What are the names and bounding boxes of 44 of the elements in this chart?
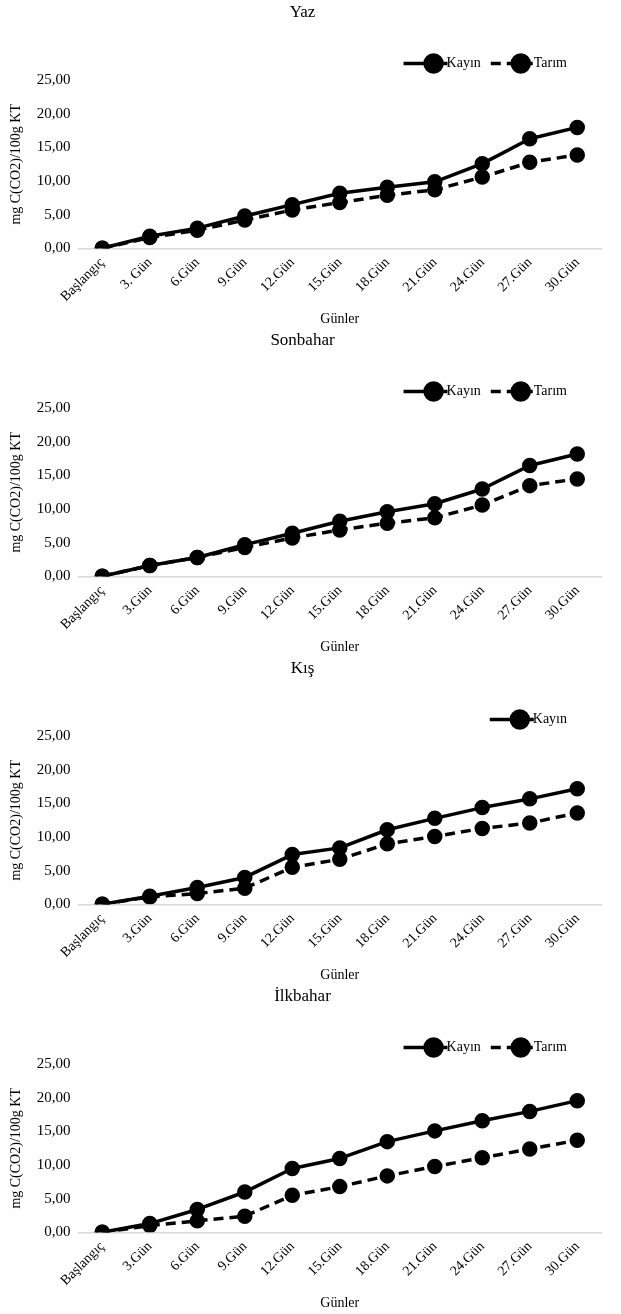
y-tick-label: 25,00 xyxy=(36,71,71,88)
y-tick-label: 20,00 xyxy=(36,104,71,121)
y-tick-label: 15,00 xyxy=(36,1122,71,1139)
y-tick-label: 15,00 xyxy=(36,138,71,155)
x-axis-title: Günler xyxy=(320,311,360,327)
y-tick-label: 25,00 xyxy=(36,1055,71,1072)
y-tick-label: 10,00 xyxy=(36,828,71,845)
y-tick-label: 10,00 xyxy=(36,1156,71,1173)
y-tick-label: 10,00 xyxy=(36,172,71,189)
chart-title: Kış xyxy=(290,657,315,677)
y-tick-label: 25,00 xyxy=(36,727,71,744)
y-tick-label: 0,00 xyxy=(44,239,71,256)
y-tick-label: 10,00 xyxy=(36,500,71,517)
legend-label: Kayın xyxy=(446,1039,481,1055)
y-tick-label: 5,00 xyxy=(44,1189,71,1206)
chart-title: Yaz xyxy=(289,1,316,21)
y-tick-label: 15,00 xyxy=(36,466,71,483)
y-axis-title: mg C(CO2)/100g KT xyxy=(8,431,25,553)
legend-label: Tarım xyxy=(533,383,568,399)
chart-title: Sonbahar xyxy=(270,329,335,349)
legend-label: Kayın xyxy=(532,711,567,727)
x-axis-title: Günler xyxy=(320,967,360,983)
y-tick-label: 15,00 xyxy=(36,794,71,811)
y-tick-label: 5,00 xyxy=(44,205,71,222)
legend-label: Tarım xyxy=(533,1039,568,1055)
y-axis-title: mg C(CO2)/100g KT xyxy=(8,1087,25,1209)
y-tick-label: 5,00 xyxy=(44,861,71,878)
y-tick-label: 0,00 xyxy=(44,1223,71,1240)
y-tick-label: 5,00 xyxy=(44,533,71,550)
y-tick-label: 0,00 xyxy=(44,567,71,584)
y-tick-label: 20,00 xyxy=(36,760,71,777)
chart-title: İlkbahar xyxy=(274,985,332,1005)
y-axis-title: mg C(CO2)/100g KT xyxy=(8,103,25,225)
x-tick-label: 3. Gün xyxy=(116,254,155,292)
y-tick-label: 0,00 xyxy=(44,895,71,912)
y-tick-label: 25,00 xyxy=(36,399,71,416)
x-axis-title: Günler xyxy=(320,1295,360,1311)
legend-label: Tarım xyxy=(533,55,568,71)
legend-label: Kayın xyxy=(446,383,481,399)
y-tick-label: 20,00 xyxy=(36,432,71,449)
legend-label: Kayın xyxy=(446,55,481,71)
x-axis-title: Günler xyxy=(320,639,360,655)
y-tick-label: 20,00 xyxy=(36,1088,71,1105)
y-axis-title: mg C(CO2)/100g KT xyxy=(8,759,25,881)
